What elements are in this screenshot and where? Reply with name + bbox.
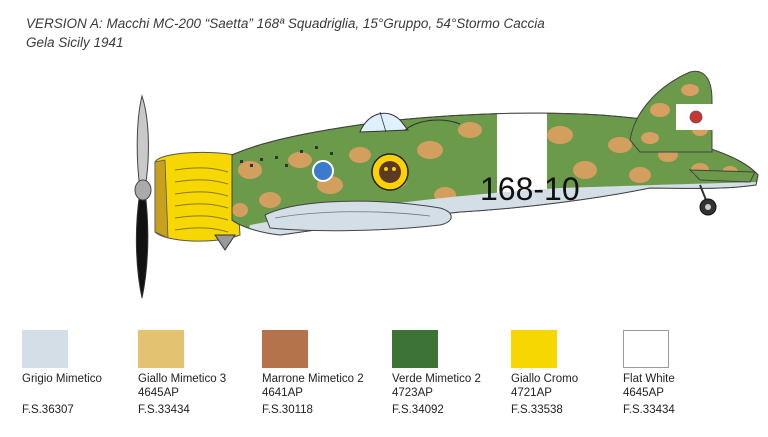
tail-wheel	[699, 184, 717, 216]
wing	[264, 200, 452, 232]
exhaust-stubs	[240, 146, 333, 167]
squadron-emblem	[371, 153, 409, 191]
caption-title: VERSION A: Macchi MC-200 “Saetta” 168ª S…	[26, 16, 545, 31]
engine-cowling	[154, 151, 241, 242]
label-giallo-cromo: Giallo Cromo 4721AP	[511, 373, 579, 399]
roundel-insignia	[312, 160, 334, 182]
swatch-giallo-mimetico-3	[138, 330, 184, 368]
fs-flat-white: F.S.33434	[623, 404, 675, 416]
cockpit-canopy	[359, 111, 461, 133]
label-grigio-mimetico: Grigio Mimetico	[22, 373, 102, 385]
fs-verde-mimetico-2: F.S.34092	[392, 404, 444, 416]
label-giallo-mimetico-3: Giallo Mimetico 3 4645AP	[138, 373, 227, 399]
main-landing-gear	[214, 234, 236, 251]
swatch-grigio-mimetico	[22, 330, 68, 368]
caption-location: Gela Sicily 1941	[26, 35, 124, 50]
propeller	[134, 94, 152, 299]
fs-grigio-mimetico: F.S.36307	[22, 404, 74, 416]
tail-fin	[629, 70, 716, 153]
version-caption: VERSION A: Macchi MC-200 “Saetta” 168ª S…	[26, 14, 545, 52]
fs-giallo-mimetico-3: F.S.33434	[138, 404, 190, 416]
label-verde-mimetico-2: Verde Mimetico 2 4723AP	[392, 373, 481, 399]
horizontal-stabilizer	[688, 169, 756, 183]
swatch-verde-mimetico-2	[392, 330, 438, 368]
swatch-flat-white	[623, 330, 669, 368]
label-flat-white: Flat White 4645AP	[623, 373, 675, 399]
fuselage-code: 168-10	[480, 171, 580, 207]
aircraft-illustration: 168-10	[134, 70, 759, 299]
fs-marrone-mimetico-2: F.S.30118	[262, 404, 313, 416]
label-marrone-mimetico-2: Marrone Mimetico 2 4641AP	[262, 373, 364, 399]
swatch-marrone-mimetico-2	[262, 330, 308, 368]
swatch-giallo-cromo	[511, 330, 557, 368]
fs-giallo-cromo: F.S.33538	[511, 404, 563, 416]
